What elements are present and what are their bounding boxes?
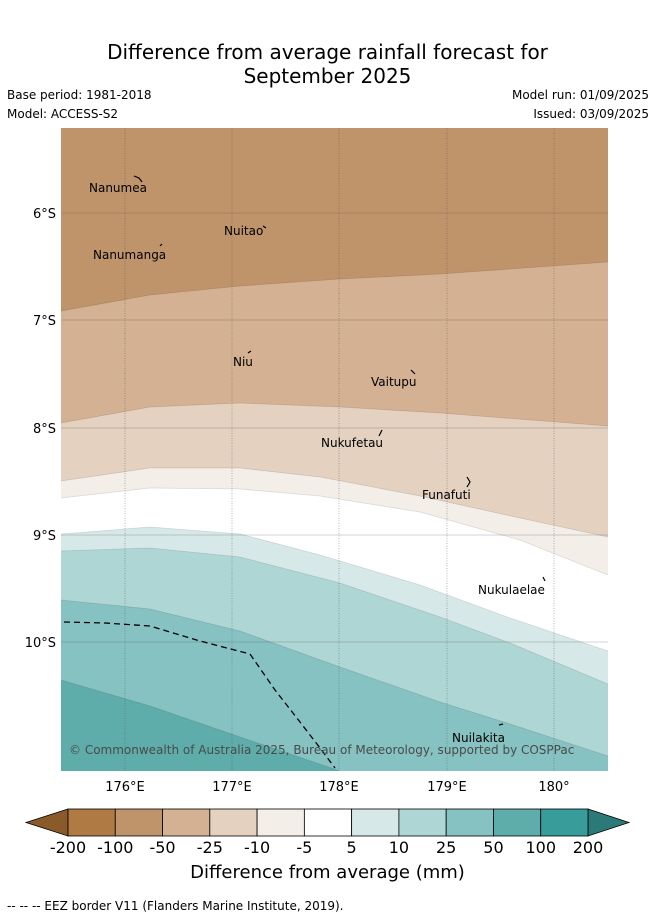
lat-label: 6°S [33, 207, 56, 222]
colorbar: -200 -100 -50 -25 -10 -5 5 10 25 50 100 200 [24, 808, 631, 857]
colorbar-high-extend [587, 808, 631, 837]
lon-label: 178°E [319, 780, 359, 795]
island-label-vaitupu: Vaitupu [371, 375, 417, 389]
colorbar-tick-label: -100 [97, 838, 133, 857]
lon-label: 179°E [427, 780, 467, 795]
chart-title: Difference from average rainfall forecas… [0, 40, 655, 88]
island-label-nuitao: Nuitao [224, 224, 263, 238]
colorbar-tick-label: 50 [483, 838, 503, 857]
colorbar-swatch [209, 808, 258, 837]
colorbar-swatch [162, 808, 211, 837]
island-label-nuilakita: Nuilakita [452, 731, 505, 745]
latitude-labels: 6°S 7°S 8°S 9°S 10°S [25, 207, 56, 651]
map-field [61, 128, 608, 771]
colorbar-swatch [67, 808, 116, 837]
colorbar-swatch [540, 808, 589, 837]
island-label-nukufetau: Nukufetau [321, 436, 383, 450]
colorbar-tick-label: -200 [50, 838, 86, 857]
colorbar-tick-label: -5 [296, 838, 312, 857]
island-label-nanumea: Nanumea [89, 181, 147, 195]
colorbar-swatch [256, 808, 305, 837]
colorbar-swatch [445, 808, 494, 837]
lon-label: 180° [538, 780, 569, 795]
contour-lines [61, 261, 608, 771]
island-label-nukulaelae: Nukulaelae [478, 583, 545, 597]
lat-label: 7°S [33, 314, 56, 329]
island-labels: Nanumea Nuitao Nanumanga Niu Vaitupu Nuk… [89, 181, 545, 745]
band-neg50-neg100 [61, 128, 608, 311]
lat-label: 8°S [33, 422, 56, 437]
eez-legend: -- -- -- EEZ border V11 (Flanders Marine… [7, 899, 344, 913]
island-label-funafuti: Funafuti [422, 488, 471, 502]
lat-label: 9°S [33, 529, 56, 544]
model-name: Model: ACCESS-S2 [7, 107, 119, 121]
colorbar-swatch [351, 808, 400, 837]
base-period: Base period: 1981-2018 [7, 88, 152, 102]
lon-label: 177°E [212, 780, 252, 795]
graticule [61, 128, 608, 771]
lat-label: 10°S [25, 636, 56, 651]
colorbar-tick-label: 25 [436, 838, 456, 857]
colorbar-swatch [493, 808, 542, 837]
colorbar-tick-label: -25 [197, 838, 223, 857]
colorbar-tick-label: -50 [149, 838, 175, 857]
island-label-niu: Niu [233, 355, 253, 369]
colorbar-tick-label: -10 [244, 838, 270, 857]
model-run: Model run: 01/09/2025 [511, 88, 649, 102]
copyright-notice: © Commonwealth of Australia 2025, Bureau… [69, 743, 574, 757]
issued-date: Issued: 03/09/2025 [533, 107, 649, 121]
title-line-1: Difference from average rainfall forecas… [107, 40, 548, 64]
colorbar-low-extend [24, 808, 69, 837]
lon-label: 176°E [105, 780, 145, 795]
longitude-labels: 176°E 177°E 178°E 179°E 180° [105, 780, 569, 795]
colorbar-swatch [114, 808, 163, 837]
island-outlines [133, 175, 546, 726]
colorbar-tick-label: 5 [347, 838, 357, 857]
island-label-nanumanga: Nanumanga [93, 248, 166, 262]
colorbar-tick-label: 200 [573, 838, 604, 857]
colorbar-swatch [303, 808, 353, 837]
colorbar-label: Difference from average (mm) [190, 862, 465, 883]
colorbar-tick-label: 10 [389, 838, 409, 857]
colorbar-swatch [398, 808, 447, 837]
colorbar-tick-label: 100 [525, 838, 556, 857]
title-line-2: September 2025 [243, 64, 412, 88]
